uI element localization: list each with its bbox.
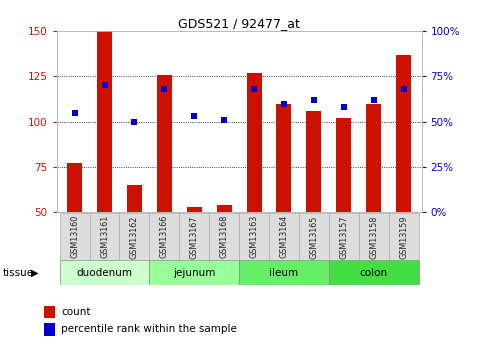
- Text: tissue: tissue: [2, 268, 34, 277]
- Bar: [388, 213, 419, 260]
- Bar: [60, 213, 90, 260]
- Text: GSM13165: GSM13165: [310, 215, 318, 259]
- Point: [340, 104, 348, 110]
- Bar: [329, 260, 419, 285]
- Text: GSM13162: GSM13162: [130, 215, 139, 259]
- Point: [101, 82, 108, 88]
- Bar: [157, 75, 172, 212]
- Bar: [366, 104, 381, 212]
- Text: GSM13160: GSM13160: [70, 215, 79, 258]
- Text: ileum: ileum: [269, 268, 299, 277]
- Bar: [67, 163, 82, 212]
- Bar: [239, 260, 329, 285]
- Text: duodenum: duodenum: [76, 268, 133, 277]
- Text: GSM13164: GSM13164: [280, 215, 288, 258]
- Bar: [299, 213, 329, 260]
- Bar: [187, 207, 202, 212]
- Title: GDS521 / 92477_at: GDS521 / 92477_at: [178, 17, 300, 30]
- Point: [370, 97, 378, 103]
- Bar: [396, 55, 411, 212]
- Bar: [209, 213, 239, 260]
- Text: GSM13167: GSM13167: [190, 215, 199, 259]
- Bar: [336, 118, 351, 212]
- Text: count: count: [61, 307, 91, 317]
- Bar: [119, 213, 149, 260]
- Point: [131, 119, 139, 125]
- Bar: [127, 185, 142, 212]
- Bar: [97, 31, 112, 212]
- Point: [310, 97, 318, 103]
- Bar: [359, 213, 388, 260]
- Point: [160, 86, 168, 92]
- Point: [400, 86, 408, 92]
- Point: [70, 110, 78, 115]
- Text: GSM13158: GSM13158: [369, 215, 378, 259]
- Bar: [269, 213, 299, 260]
- Point: [220, 117, 228, 122]
- Bar: [90, 213, 119, 260]
- Bar: [60, 260, 149, 285]
- Text: GSM13157: GSM13157: [339, 215, 348, 259]
- Bar: [149, 260, 239, 285]
- Text: GSM13168: GSM13168: [220, 215, 229, 258]
- Text: GSM13163: GSM13163: [249, 215, 258, 258]
- Text: ▶: ▶: [31, 268, 38, 277]
- Point: [190, 114, 198, 119]
- Text: colon: colon: [359, 268, 387, 277]
- Bar: [306, 111, 321, 212]
- Text: GSM13161: GSM13161: [100, 215, 109, 258]
- Text: GSM13159: GSM13159: [399, 215, 408, 259]
- Bar: [239, 213, 269, 260]
- Text: GSM13166: GSM13166: [160, 215, 169, 258]
- Point: [280, 101, 288, 106]
- Text: percentile rank within the sample: percentile rank within the sample: [61, 325, 237, 334]
- Text: jejunum: jejunum: [173, 268, 215, 277]
- Bar: [179, 213, 209, 260]
- Bar: [217, 205, 232, 212]
- Bar: [277, 104, 291, 212]
- Bar: [246, 73, 261, 212]
- Bar: [149, 213, 179, 260]
- Bar: [329, 213, 359, 260]
- Point: [250, 86, 258, 92]
